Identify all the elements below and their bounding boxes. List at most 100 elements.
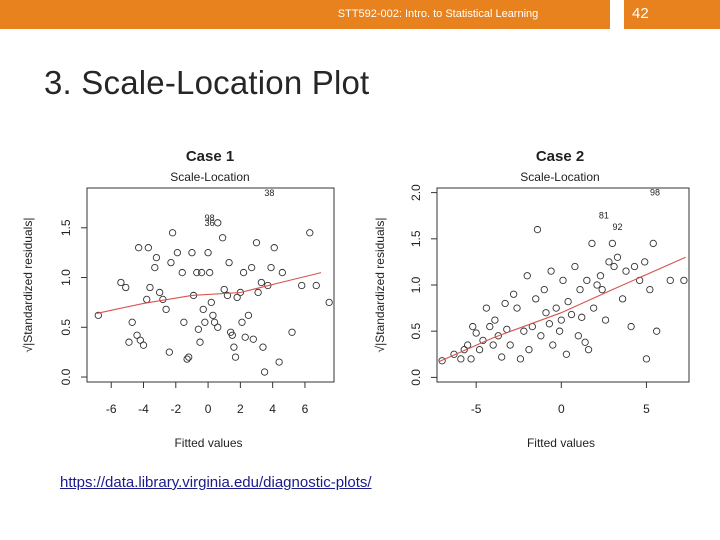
data-point (173, 249, 182, 257)
data-point (593, 281, 601, 289)
data-point (581, 338, 589, 346)
data-point (460, 346, 468, 354)
data-point (555, 327, 564, 335)
data-point (152, 253, 161, 262)
data-point (613, 253, 622, 261)
data-point (516, 355, 525, 363)
data-point (574, 332, 582, 340)
data-point (542, 309, 550, 317)
x-tick-label: 5 (643, 402, 650, 416)
point-annotation: 36 (205, 218, 215, 228)
x-axis-label: Fitted values (527, 436, 595, 450)
data-point (559, 276, 567, 285)
data-point (545, 320, 554, 328)
data-point (94, 311, 102, 319)
data-point (562, 350, 571, 358)
data-point (457, 355, 465, 363)
data-point (239, 268, 248, 277)
source-link[interactable]: https://data.library.virginia.edu/diagno… (60, 474, 372, 491)
data-point (509, 290, 518, 298)
chart-title: Case 1 (186, 148, 234, 165)
scale-location-plots: Case 1 Scale-Location 0.0 0.5 1.0 1.5 -6 -4 -2 0 2… (21, 148, 690, 450)
x-tick-label: 0 (205, 402, 212, 416)
plot-frame (86, 187, 335, 383)
point-annotation: 98 (650, 188, 660, 198)
data-point (167, 258, 175, 267)
y-tick-label: 1.0 (59, 269, 73, 286)
data-point (467, 355, 475, 363)
data-point (589, 304, 598, 312)
slide-number: 42 (632, 5, 649, 22)
chart-title: Case 2 (536, 148, 584, 165)
header-divider (610, 0, 624, 29)
data-point (168, 229, 177, 237)
data-point (494, 332, 502, 340)
data-point (486, 322, 494, 331)
data-point (241, 333, 249, 341)
x-tick-label: 0 (558, 402, 565, 416)
data-point (254, 288, 262, 297)
data-point (275, 358, 283, 366)
data-point (547, 267, 555, 275)
point-annotation: 38 (264, 188, 274, 198)
data-point (204, 249, 212, 257)
data-point (567, 310, 576, 319)
data-point (576, 285, 584, 294)
data-point (197, 268, 206, 277)
data-point (298, 281, 306, 290)
x-tick-label: 2 (237, 402, 244, 416)
data-point (549, 341, 557, 349)
data-point (264, 281, 272, 290)
case1-chart: Case 1 Scale-Location 0.0 0.5 1.0 1.5 -6 -4 -2 0 2… (21, 148, 335, 450)
data-point (144, 244, 152, 252)
data-point (228, 331, 236, 339)
y-axis-label: √|Standardized residuals| (373, 218, 387, 353)
data-point (128, 318, 136, 326)
y-tick-label: 1.0 (409, 276, 423, 293)
slide-title: 3. Scale-Location Plot (44, 64, 370, 101)
data-point (259, 343, 267, 351)
data-point (143, 295, 151, 304)
data-point (194, 325, 203, 333)
y-tick-label: 1.5 (409, 230, 423, 247)
data-point (278, 268, 286, 277)
data-point (325, 298, 333, 307)
data-point (610, 262, 618, 271)
point-annotation: 92 (612, 222, 622, 232)
data-point (196, 338, 204, 346)
data-point (249, 335, 257, 343)
data-point (588, 239, 596, 248)
data-point (608, 239, 617, 248)
data-point (207, 298, 215, 307)
data-point (513, 304, 521, 312)
data-point (218, 234, 227, 242)
data-point (666, 276, 674, 285)
data-point (506, 341, 514, 349)
data-point (185, 353, 193, 361)
plot-frame (436, 187, 690, 383)
data-point (649, 239, 657, 248)
data-point (578, 313, 586, 321)
data-point (238, 318, 246, 326)
y-tick-label: 2.0 (409, 184, 423, 201)
chart-subtitle: Scale-Location (520, 170, 599, 184)
data-point (571, 262, 579, 271)
data-point (584, 346, 593, 354)
data-point (206, 268, 214, 277)
data-point (146, 283, 154, 292)
data-point (438, 357, 446, 365)
data-point (225, 258, 233, 267)
data-point (622, 267, 630, 275)
data-point (288, 328, 296, 336)
y-tick-label: 0.5 (59, 319, 73, 336)
case2-chart: Case 2 Scale-Location 0.0 0.5 1.0 1.5 2.0 -5 0 5 F… (373, 148, 690, 450)
y-tick-label: 0.5 (409, 323, 423, 340)
data-point (133, 331, 141, 339)
data-point (523, 272, 531, 280)
data-point (489, 341, 497, 349)
data-point (491, 316, 499, 324)
x-axis-label: Fitted values (174, 436, 242, 450)
data-point (267, 263, 275, 272)
header-bar (0, 0, 720, 29)
x-tick-label: 4 (269, 402, 276, 416)
